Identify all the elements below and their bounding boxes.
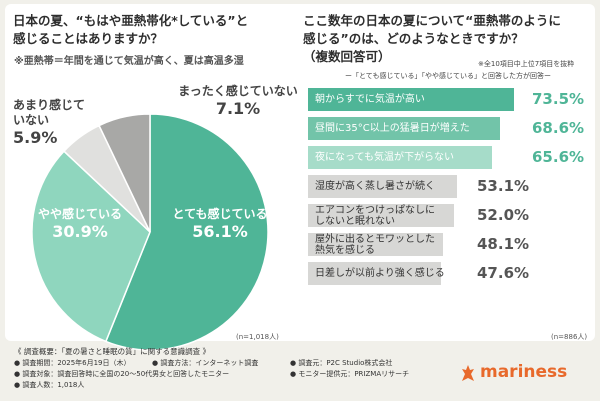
pie-slice-somewhat — [31, 150, 151, 343]
survey-period: ● 調査期間：2025年6月19日（木） — [14, 359, 131, 367]
bar-6 — [308, 233, 443, 256]
bar-label-2: 昼間に35°C以上の猛暑日が増えた — [315, 123, 470, 134]
pie-label-not-much-text-1: あまり感じて — [13, 98, 86, 112]
bar-label-5-line-2: しないと眠れない — [315, 216, 395, 227]
pie-label-not-at-all-text: まったく感じていない — [178, 84, 298, 98]
bar-title-line-1: ここ数年の日本の夏について“亜熱帯のように — [303, 13, 561, 28]
bar-label-3-line-1: 夜になっても気温が下がらない — [315, 152, 454, 163]
survey-method: ● 調査方法：インターネット調査 — [152, 359, 259, 367]
bar-label-4-line-1: 湿度が高く蒸し暑さが続く — [315, 181, 435, 192]
pie-label-not-much-text-2: いない — [13, 113, 50, 127]
pie-title-line-1: 日本の夏、“もはや亜熱帯化*している”と — [13, 13, 249, 28]
bar-value-3: 65.6% — [532, 148, 585, 166]
bar-note-top: ※全10項目中上位7項目を抜粋 — [478, 60, 575, 68]
bar-7 — [308, 262, 442, 285]
pie-label-not-much-value: 5.9% — [13, 128, 58, 147]
bar-note-sub: ー「とても感じている」「やや感じている」と回答した方が回答ー — [345, 72, 551, 80]
mariness-logo: mariness — [480, 362, 568, 382]
bar-value-5: 52.0% — [477, 206, 530, 224]
bar-label-6-line-1: 屋外に出るとモワッとした — [315, 234, 435, 245]
bar-label-3: 夜になっても気温が下がらない — [315, 152, 454, 163]
mariness-logo-icon — [462, 365, 474, 381]
bar-label-1-line-1: 朝からすでに気温が高い — [315, 94, 425, 105]
bar-value-4: 53.1% — [477, 177, 530, 195]
bar-label-7-line-1: 日差しが以前より強く感じる — [315, 268, 445, 279]
pie-label-somewhat: やや感じている 30.9% — [30, 207, 130, 242]
bar-label-2-line-1: 昼間に35°C以上の猛暑日が増えた — [315, 123, 470, 134]
pie-slice-very — [104, 113, 269, 351]
bar-title-line-2: 感じる”のは、どのようなときですか？ — [303, 31, 524, 46]
pie-label-somewhat-value: 30.9% — [52, 222, 108, 241]
pie-label-not-much: あまり感じて いない 5.9% — [13, 98, 85, 148]
bar-label-5-line-1: エアコンをつけっぱなしに — [315, 205, 435, 216]
survey-target: ● 調査対象：調査回答時に全国の20〜50代男女と回答したモニター — [14, 370, 230, 378]
survey-summary-heading: 《 調査概要：「夏の暑さと睡眠の質」に関する意識調査 》 — [14, 347, 211, 356]
pie-title-line-2: 感じることはありますか？ — [13, 31, 164, 46]
pie-sample-size: (n=1,018人) — [236, 333, 279, 341]
survey-count: ● 調査人数：1,018人 — [14, 381, 85, 389]
survey-source: ● 調査元：P2C Studio株式会社 — [290, 359, 393, 367]
pie-slice-not-at-all — [98, 113, 151, 233]
pie-label-very-text: とても感じている — [172, 207, 268, 221]
survey-provider: ● モニター提供元：PRIZMAリサーチ — [290, 370, 410, 378]
pie-note: ※亜熱帯＝年間を通じて気温が高く、夏は高温多湿 — [14, 56, 244, 67]
bar-label-5: エアコンをつけっぱなしに しないと眠れない — [315, 205, 435, 227]
pie-label-very-value: 56.1% — [192, 222, 248, 241]
bar-label-6-line-2: 熱気を感じる — [315, 245, 375, 256]
bar-value-7: 47.6% — [477, 264, 530, 282]
bar-sample-size: (n=886人) — [551, 333, 588, 341]
bar-4 — [308, 175, 457, 198]
bar-label-7: 日差しが以前より強く感じる — [315, 268, 445, 279]
pie-label-somewhat-text: やや感じている — [37, 207, 122, 221]
bar-5 — [308, 204, 454, 227]
bar-title-line-3: （複数回答可） — [303, 49, 391, 64]
bar-value-6: 48.1% — [477, 235, 530, 253]
pie-label-not-at-all-value: 7.1% — [215, 99, 261, 118]
pie-label-not-at-all: まったく感じていない 7.1% — [163, 84, 313, 119]
bar-label-1: 朝からすでに気温が高い — [315, 94, 425, 105]
bar-label-4: 湿度が高く蒸し暑さが続く — [315, 181, 435, 192]
bar-value-1: 73.5% — [532, 90, 585, 108]
pie-label-very: とても感じている 56.1% — [160, 207, 280, 242]
bar-label-6: 屋外に出るとモワッとした 熱気を感じる — [315, 234, 435, 256]
bar-1 — [308, 88, 514, 111]
bar-2 — [308, 117, 501, 140]
bar-3 — [308, 146, 492, 169]
bar-value-2: 68.6% — [532, 119, 585, 137]
